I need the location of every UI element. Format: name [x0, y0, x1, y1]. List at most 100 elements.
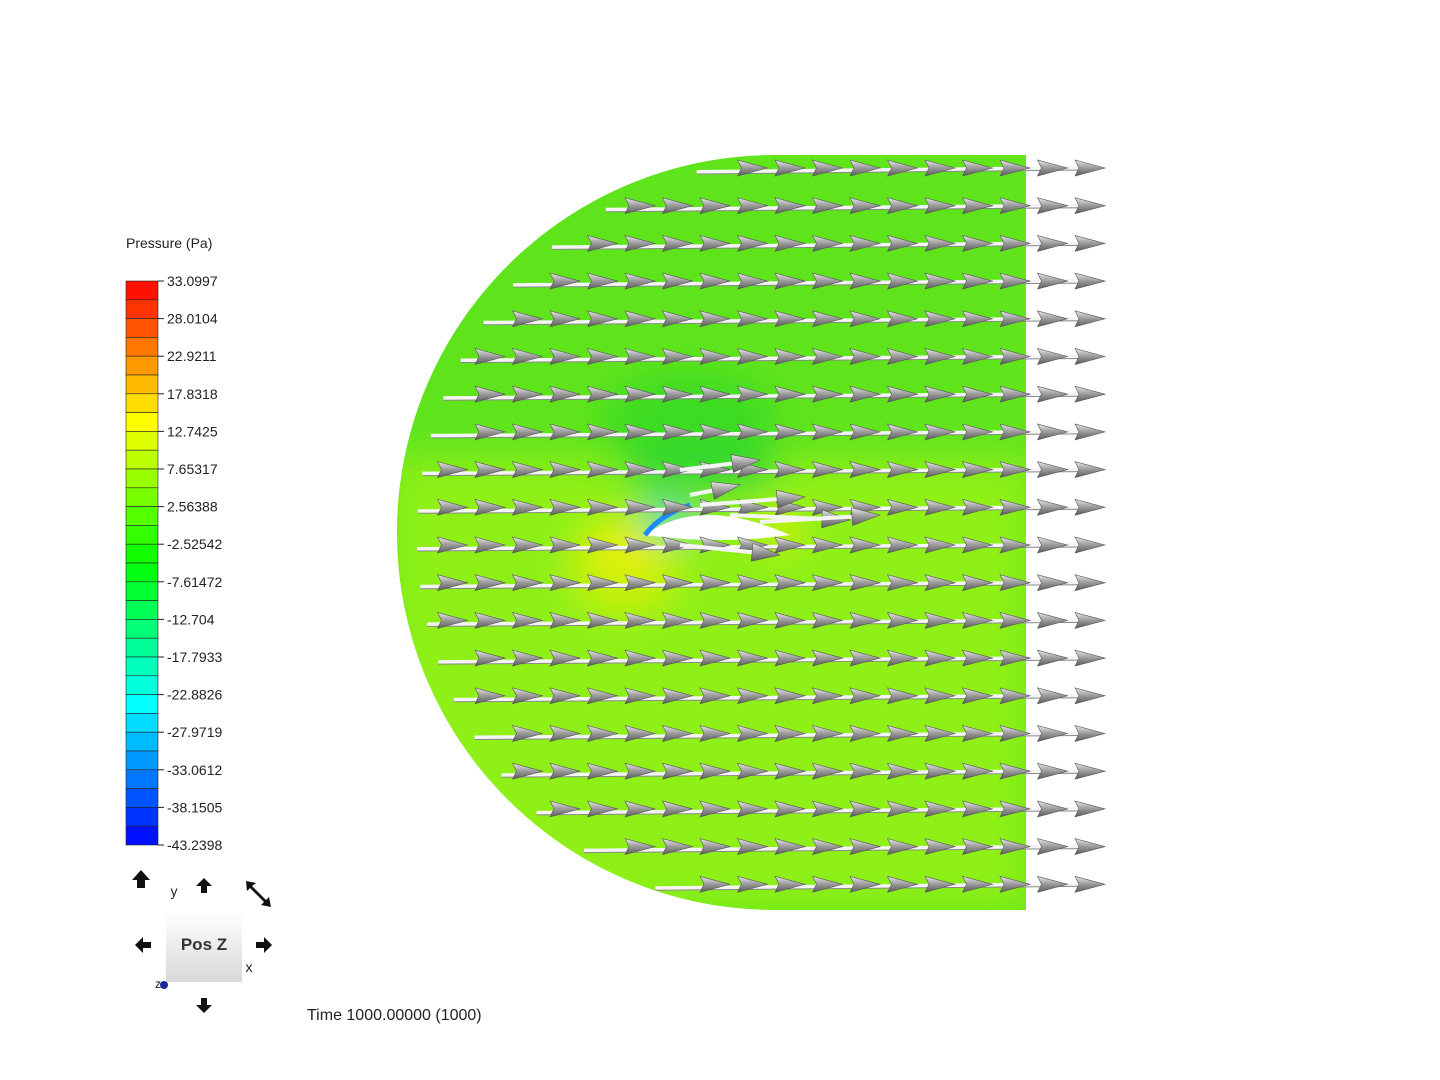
vector-head [661, 197, 694, 215]
vector-head [999, 762, 1032, 780]
vector-head [661, 310, 694, 328]
vector-head [624, 348, 657, 365]
colorbar-segment [125, 487, 159, 507]
colorbar-segment [125, 637, 159, 658]
vector-head [849, 574, 882, 592]
vector-head [924, 800, 957, 818]
vector-head [624, 385, 657, 403]
vector-head [774, 234, 807, 252]
vector-head [924, 348, 957, 365]
vector-head [736, 687, 769, 705]
nav-home[interactable] [132, 870, 150, 888]
vector-head [736, 272, 769, 290]
vector-head [699, 649, 732, 667]
vector-head [999, 498, 1032, 516]
vector-head [511, 348, 544, 365]
vector-head [1074, 310, 1107, 328]
vector-head [1074, 385, 1107, 403]
vector-head [961, 574, 994, 592]
vector-head [999, 611, 1032, 629]
colorbar-label: 28.0104 [167, 311, 218, 327]
vector-head [699, 197, 732, 215]
nav-up[interactable] [196, 878, 212, 893]
vector-head [549, 611, 582, 629]
colorbar-label: -43.2398 [167, 837, 222, 853]
vector-head [849, 838, 882, 856]
vector-head [999, 423, 1032, 441]
vector-row [483, 310, 1107, 328]
nav-left[interactable] [135, 937, 151, 953]
vector-head [549, 649, 582, 667]
colorbar-segment [125, 619, 159, 639]
vector-head [811, 159, 844, 177]
vector-head [924, 498, 957, 516]
vector-head [730, 454, 761, 473]
vector-head [436, 498, 469, 516]
colorbar-label: 7.65317 [167, 461, 218, 477]
vector-head [1036, 310, 1069, 328]
view-cube[interactable] [166, 912, 242, 982]
vector-head [586, 800, 619, 818]
vector-head [886, 574, 919, 592]
vector-head [886, 348, 919, 365]
vector-head [1074, 574, 1107, 592]
vector-head [1074, 423, 1107, 441]
vector-head [999, 348, 1032, 365]
vector-head [924, 725, 957, 742]
vector-head [886, 687, 919, 705]
vector-row [474, 725, 1107, 742]
vector-head [624, 272, 657, 290]
vector-head [624, 461, 657, 479]
nav-rotate[interactable] [246, 881, 271, 907]
vector-head [549, 498, 582, 516]
vector-head [924, 536, 957, 554]
vector-head [924, 838, 957, 856]
vector-head [710, 481, 741, 500]
vector-head [999, 461, 1032, 479]
legend-title: Pressure (Pa) [126, 235, 212, 251]
vector-row [536, 800, 1107, 818]
nav-down[interactable] [196, 998, 212, 1013]
colorbar-segment [125, 562, 159, 583]
vector-head [886, 838, 919, 856]
vector-head [849, 159, 882, 177]
vector-head [774, 687, 807, 705]
vector-head [851, 507, 881, 527]
vector-head [699, 875, 732, 893]
vector-head [661, 725, 694, 742]
vector-head [886, 423, 919, 441]
vector-head [774, 838, 807, 856]
vector-head [624, 574, 657, 592]
vector-head [811, 348, 844, 365]
colorbar-segment [125, 318, 159, 338]
vector-head [750, 542, 781, 562]
vector-head [474, 348, 507, 365]
vector-row [427, 611, 1107, 629]
vector-head [436, 611, 469, 629]
vector-head [586, 461, 619, 479]
colorbar-segment [125, 468, 159, 489]
vector-head [811, 461, 844, 479]
vector-head [774, 461, 807, 479]
vector-head [1036, 197, 1069, 215]
vector-head [849, 725, 882, 742]
vector-head [661, 762, 694, 780]
vector-head [699, 385, 732, 403]
colorbar-segment [125, 431, 159, 451]
vector-head [511, 762, 544, 780]
vector-head [436, 461, 469, 479]
vector-head [961, 461, 994, 479]
nav-right[interactable] [256, 937, 272, 953]
vector-head [924, 159, 957, 177]
vector-head [849, 234, 882, 252]
vector-head [661, 272, 694, 290]
vector-head [886, 234, 919, 252]
colorbar-segment [125, 449, 159, 470]
colorbar-segment [125, 713, 159, 733]
vector-head [736, 423, 769, 441]
vector-head [1074, 838, 1107, 856]
vector-head [776, 489, 806, 509]
vector-row [460, 348, 1107, 365]
vector-head [736, 574, 769, 592]
